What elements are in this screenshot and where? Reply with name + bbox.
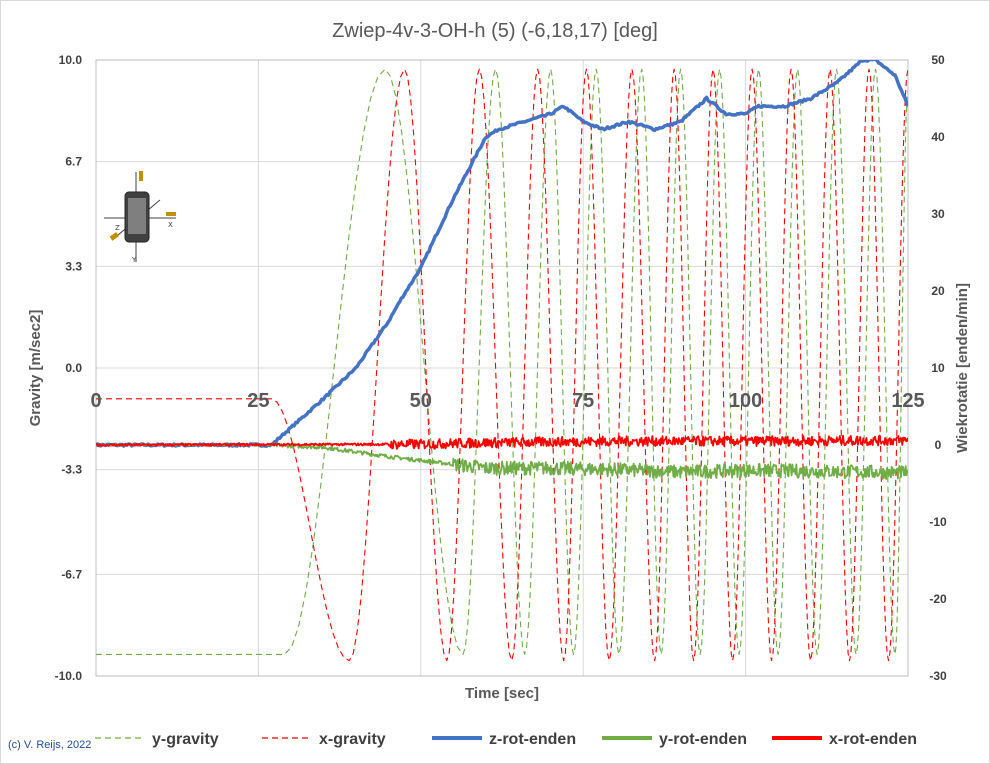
svg-text:Z: Z xyxy=(115,224,120,232)
x-axis-label: Time [sec] xyxy=(465,685,539,702)
series-line-z-rot-enden xyxy=(96,60,908,448)
y2-tick-label: -10 xyxy=(929,515,947,529)
chart-title: Zwiep-4v-3-OH-h (5) (-6,18,17) [deg] xyxy=(332,20,658,42)
gridlines xyxy=(95,59,909,677)
svg-text:Y: Y xyxy=(131,256,137,264)
legend: y-gravity x-gravity z-rot-enden y-rot-enden… xyxy=(95,731,917,748)
y-tick-label: -3.3 xyxy=(61,463,82,477)
y2-tick-label: -20 xyxy=(929,592,947,606)
y2-tick-label: 50 xyxy=(931,53,945,67)
y-tick-label: 10.0 xyxy=(59,53,83,67)
legend-label-y-gravity: y-gravity xyxy=(152,731,219,748)
x-tick-label: 100 xyxy=(729,390,762,412)
legend-label-x-gravity: x-gravity xyxy=(319,731,386,748)
series-layer xyxy=(96,60,908,662)
y-tick-label: 6.7 xyxy=(65,155,82,169)
series-line-x-gravity xyxy=(96,68,908,662)
series-line-y-rot-enden xyxy=(96,442,908,480)
x-tick-label: 125 xyxy=(891,390,924,412)
y-tick-label: -10.0 xyxy=(55,669,83,683)
legend-label-y-rot-enden: y-rot-enden xyxy=(659,731,747,748)
y2-tick-label: 40 xyxy=(931,130,945,144)
y2-axis-label: Wiekrotatie [enden/min] xyxy=(954,283,971,453)
x-tick-label: 0 xyxy=(90,390,101,412)
y-tick-label: -6.7 xyxy=(61,567,82,581)
plot-area-border xyxy=(95,59,909,677)
legend-label-z-rot-enden: z-rot-enden xyxy=(489,731,576,748)
x-tick-label: 75 xyxy=(572,390,594,412)
credit-text: (c) V. Reijs, 2022 xyxy=(8,739,91,751)
svg-text:X: X xyxy=(168,221,173,229)
y2-tick-label: 20 xyxy=(931,284,945,298)
y2-tick-label: -30 xyxy=(929,669,947,683)
x-tick-label: 50 xyxy=(410,390,432,412)
y-axis-label: Gravity [m/sec2] xyxy=(27,310,44,427)
x-tick-label: 25 xyxy=(247,390,269,412)
phone-orientation-icon: X Y Z xyxy=(104,171,176,264)
series-line-x-rot-enden xyxy=(96,434,908,450)
y2-tick-label: 10 xyxy=(931,361,945,375)
y2-tick-label: 30 xyxy=(931,207,945,221)
y2-tick-label: 0 xyxy=(935,438,942,452)
tick-labels: 10.06.73.30.0-3.3-6.7-10.050403020100-10… xyxy=(55,53,947,683)
series-line-y-gravity xyxy=(96,68,908,655)
y-tick-label: 0.0 xyxy=(65,361,82,375)
y-tick-label: 3.3 xyxy=(65,259,82,273)
legend-label-x-rot-enden: x-rot-enden xyxy=(829,731,917,748)
